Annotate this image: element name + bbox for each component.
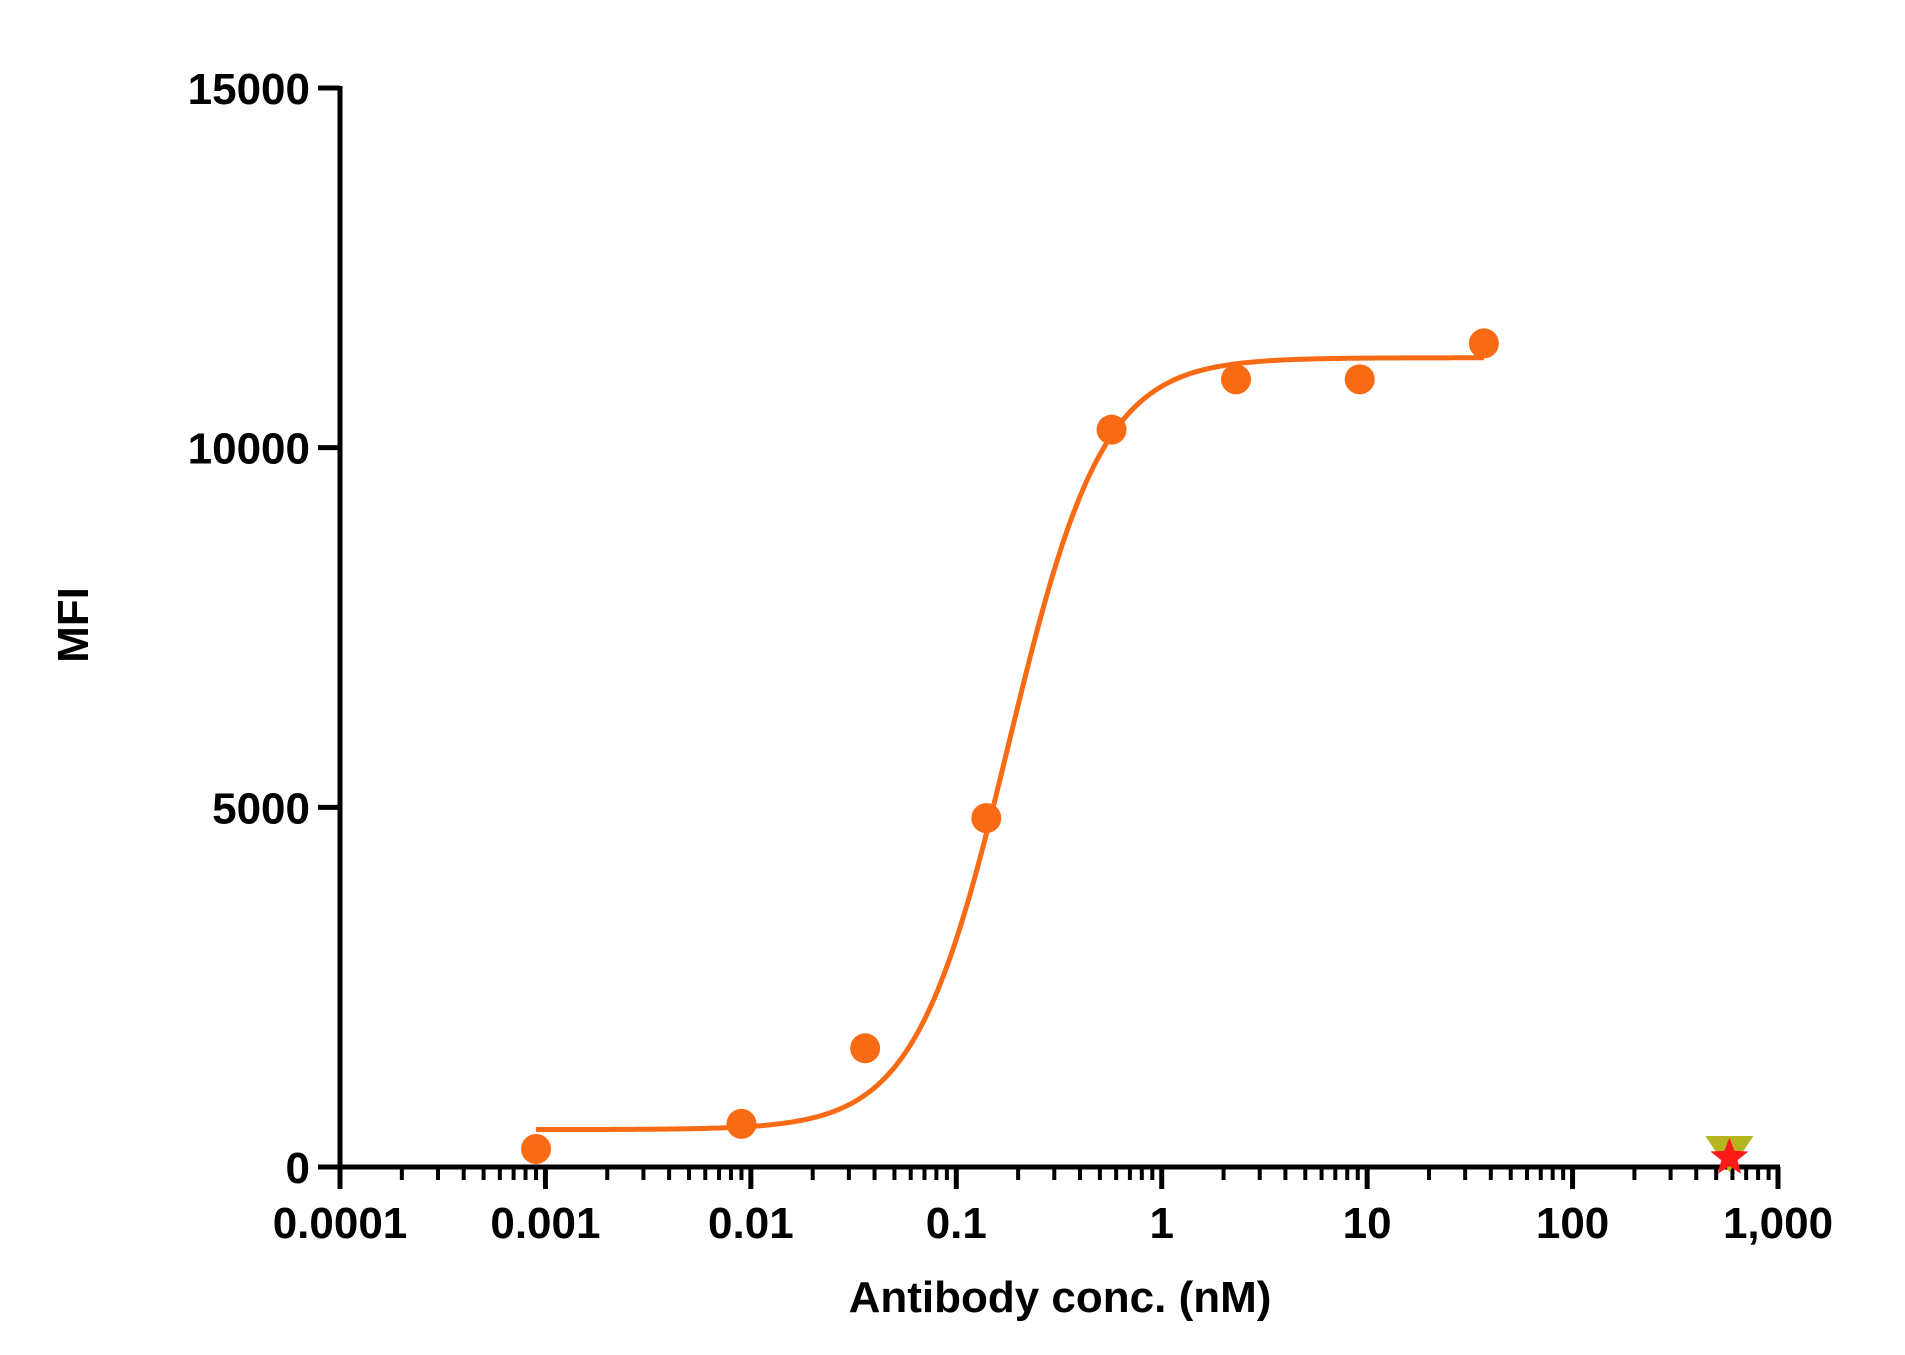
axes: 0 5000 10000 15000 0.0001 0.001 0.01 0.1 1 10 100 1… (188, 65, 1833, 1248)
data-point (1344, 364, 1375, 395)
data-point (726, 1108, 757, 1139)
data-point-star (1710, 1137, 1749, 1174)
y-tick-label: 10000 (188, 425, 310, 474)
x-tick-label: 100 (1536, 1199, 1609, 1248)
x-tick-label: 1 (1149, 1199, 1173, 1248)
x-tick-label: 10 (1343, 1199, 1392, 1248)
data-point (1096, 414, 1127, 445)
data-point (971, 803, 1002, 834)
fit-curve-layer (536, 355, 1484, 1133)
y-axis-label: MFI (49, 587, 98, 663)
data-point (521, 1134, 552, 1165)
y-tick-label: 15000 (188, 65, 310, 114)
data-point (1221, 364, 1252, 395)
x-tick-label: 0.01 (708, 1199, 794, 1248)
x-tick-label: 0.001 (490, 1199, 600, 1248)
x-tick-label: 1,000 (1723, 1199, 1833, 1248)
fit-curve (536, 355, 1484, 1133)
y-tick-label: 5000 (212, 784, 310, 833)
data-points-layer (521, 328, 1754, 1174)
data-point (1468, 328, 1499, 359)
y-tick-label: 0 (286, 1144, 310, 1193)
x-tick-label: 0.0001 (273, 1199, 408, 1248)
data-point (850, 1033, 881, 1064)
x-tick-label: 0.1 (926, 1199, 987, 1248)
x-axis-label: Antibody conc. (nM) (849, 1273, 1272, 1322)
